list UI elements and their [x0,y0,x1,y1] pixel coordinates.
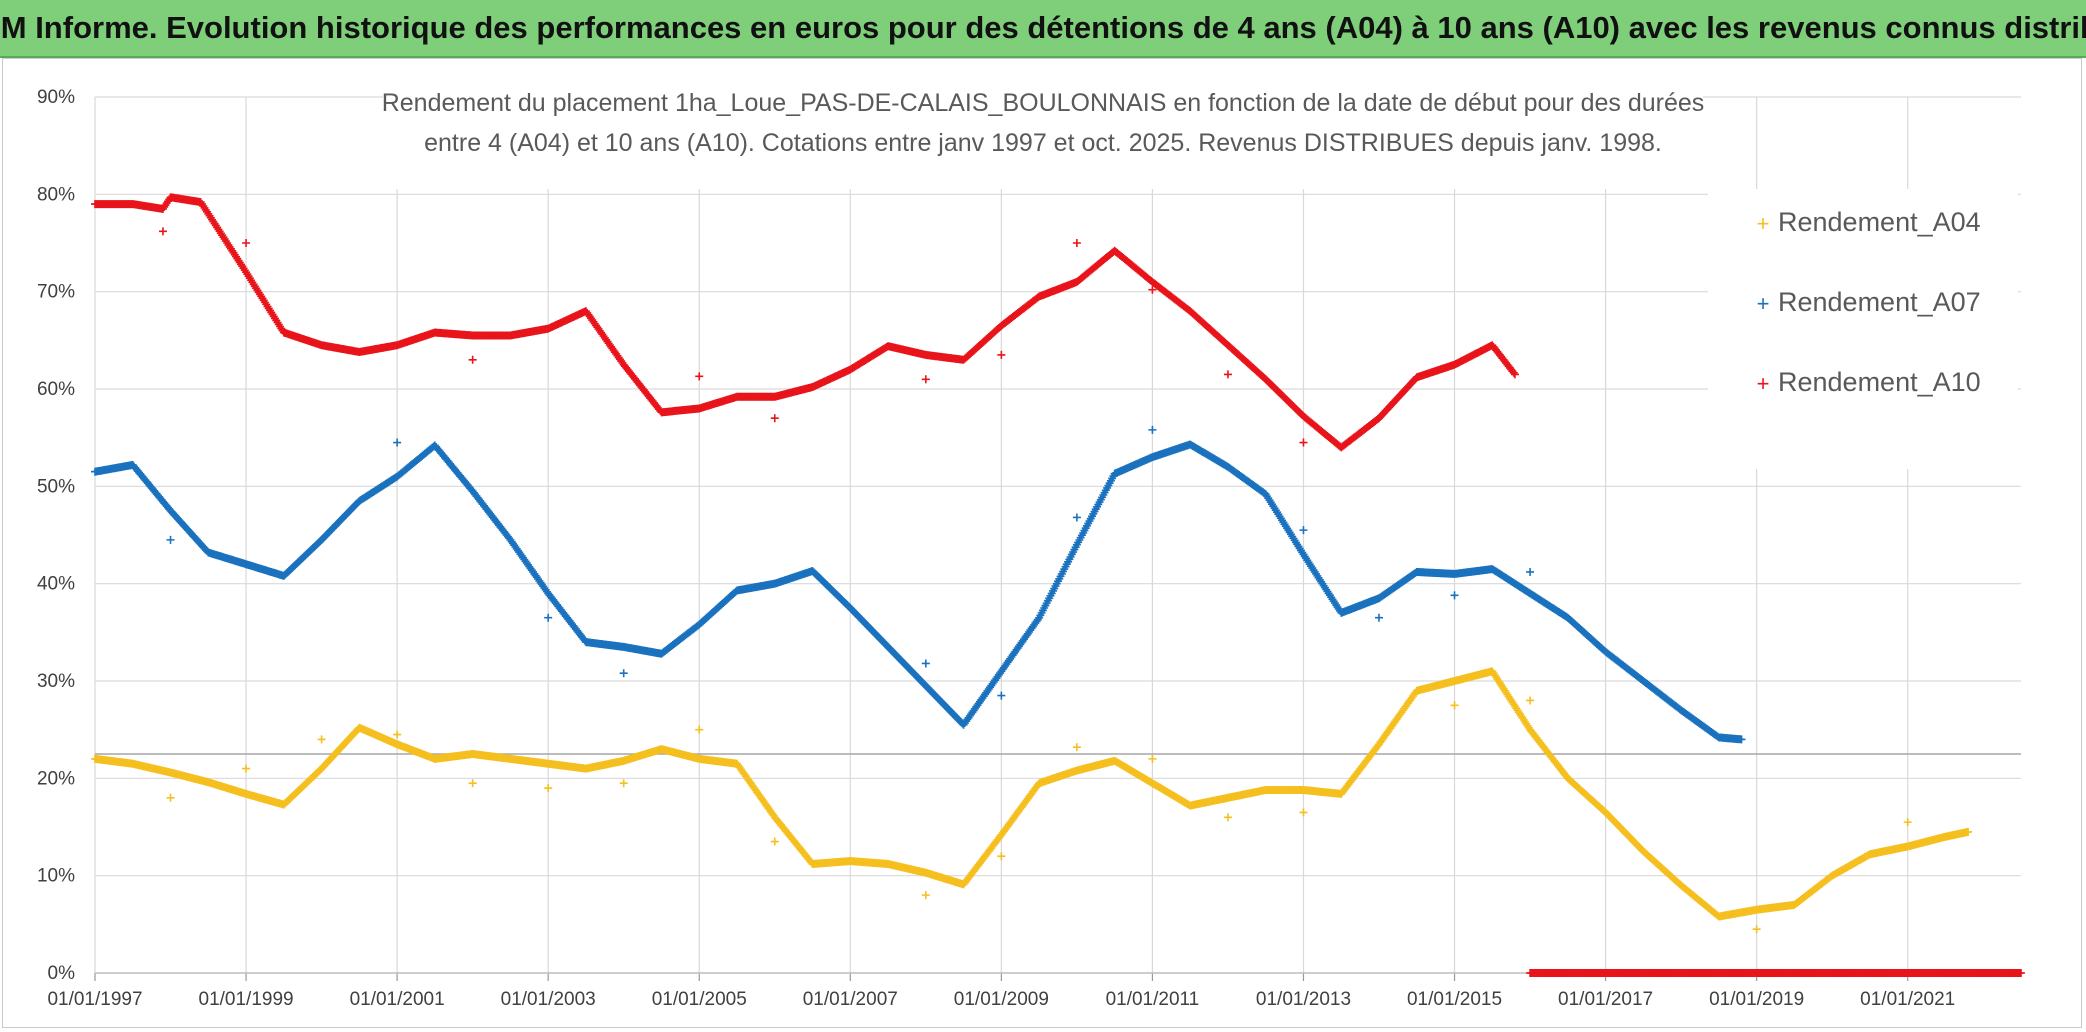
data-point-outlier [695,372,704,381]
data-point-outlier [393,730,402,739]
data-point-outlier [921,659,930,668]
chart-frame: 0% 10% 20% 30% 40% 50% 60% 70% 80% 90% 01/01/1997… [2,58,2082,1028]
data-point-outlier [1450,591,1459,600]
legend-marker-a07: + [1757,291,1770,316]
x-tick-label: 01/01/2013 [1256,989,1351,1010]
y-tick-label: 90% [37,87,75,108]
plot-area [91,193,2025,977]
data-point-outlier [1375,613,1383,622]
data-point-outlier [1299,438,1308,447]
data-point-outlier [1072,239,1081,247]
legend-marker-a10: + [1757,371,1770,396]
data-point-outlier [158,227,167,236]
x-tick-label: 01/01/2003 [501,989,596,1010]
data-point-outlier [544,784,553,793]
data-point-outlier [695,725,704,734]
x-tick-label: 01/01/2017 [1558,989,1653,1010]
x-tick-label: 01/01/2021 [1860,989,1955,1010]
data-point-outlier [1526,567,1535,576]
data-point-outlier [770,414,779,423]
x-axis-ticks: 01/01/1997 01/01/1999 01/01/2001 01/01/2003… [47,972,2021,1010]
legend-item-a04[interactable]: + Rendement_A04 [1757,207,1981,237]
data-point-outlier [166,793,175,802]
legend-label-a04: Rendement_A04 [1778,207,1981,237]
data-point-outlier [1526,696,1535,705]
y-tick-label: 0% [48,963,76,984]
x-tick-label: 01/01/1997 [47,989,142,1010]
data-point-outlier [1223,370,1232,379]
data-point-outlier [393,438,402,447]
data-point-outlier [166,535,175,544]
chart-title-line-2: entre 4 (A04) et 10 ans (A10). Cotations… [424,129,1662,157]
report-banner: ADAM Informe. Evolution historique des p… [0,0,2086,58]
data-point-outlier [242,239,251,247]
data-point-outlier [619,669,628,678]
y-tick-label: 20% [37,768,75,789]
x-tick-label: 01/01/2005 [652,989,747,1010]
data-point-outlier [1903,818,1912,827]
x-tick-label: 01/01/1999 [199,989,294,1010]
data-point-outlier [997,852,1006,861]
legend: + Rendement_A04 + Rendement_A07 + Rendem… [1708,189,2018,469]
data-point-outlier [1299,808,1308,817]
legend-item-a07[interactable]: + Rendement_A07 [1757,287,1981,317]
series-rendement_a07 [91,425,1746,744]
legend-label-a07: Rendement_A07 [1778,287,1981,317]
data-point-outlier [619,779,628,788]
data-point-outlier [468,779,477,788]
data-point-outlier [997,350,1006,359]
legend-item-a10[interactable]: + Rendement_A10 [1757,367,1981,397]
y-tick-label: 30% [37,671,75,692]
x-tick-label: 01/01/2009 [954,989,1049,1010]
data-point-outlier [544,613,553,622]
legend-label-a10: Rendement_A10 [1778,367,1981,397]
data-point-outlier [242,764,251,773]
data-point-outlier [1299,526,1308,535]
x-tick-label: 01/01/2011 [1106,989,1200,1010]
chart-title-line-1: Rendement du placement 1ha_Loue_PAS-DE-C… [382,89,1705,117]
data-point-outlier [921,375,930,384]
y-tick-label: 40% [37,574,75,595]
data-point-outlier [997,691,1006,700]
data-point-outlier [1148,425,1157,434]
data-point-outlier [770,837,779,846]
series-rendement_a04 [91,667,1973,934]
y-tick-label: 80% [37,184,75,205]
y-axis-ticks: 0% 10% 20% 30% 40% 50% 60% 70% 80% 90% [37,87,75,984]
data-point-outlier [1072,513,1081,522]
data-point-outlier [1148,754,1157,763]
legend-marker-a04: + [1757,211,1770,236]
x-tick-label: 01/01/2001 [350,989,445,1010]
data-point-outlier [1223,813,1232,822]
report-title: ADAM Informe. Evolution historique des p… [0,10,2086,45]
data-point-outlier [468,355,477,364]
data-point-outlier [921,891,930,900]
data-point-outlier [1450,701,1459,710]
y-tick-label: 70% [37,282,75,303]
data-point [1964,827,1973,836]
data-point-outlier [1072,743,1081,752]
yield-scatter-chart: 0% 10% 20% 30% 40% 50% 60% 70% 80% 90% 01/01/1997… [37,83,2025,1010]
x-tick-label: 01/01/2007 [803,989,898,1010]
data-point-outlier [317,735,326,744]
chart-title: Rendement du placement 1ha_Loue_PAS-DE-C… [382,83,1705,189]
data-point-outlier [1752,925,1761,934]
x-tick-label: 01/01/2019 [1709,989,1804,1010]
y-tick-label: 60% [37,379,75,400]
x-tick-label: 01/01/2015 [1407,989,1502,1010]
y-tick-label: 50% [37,476,75,497]
y-tick-label: 10% [37,866,75,887]
